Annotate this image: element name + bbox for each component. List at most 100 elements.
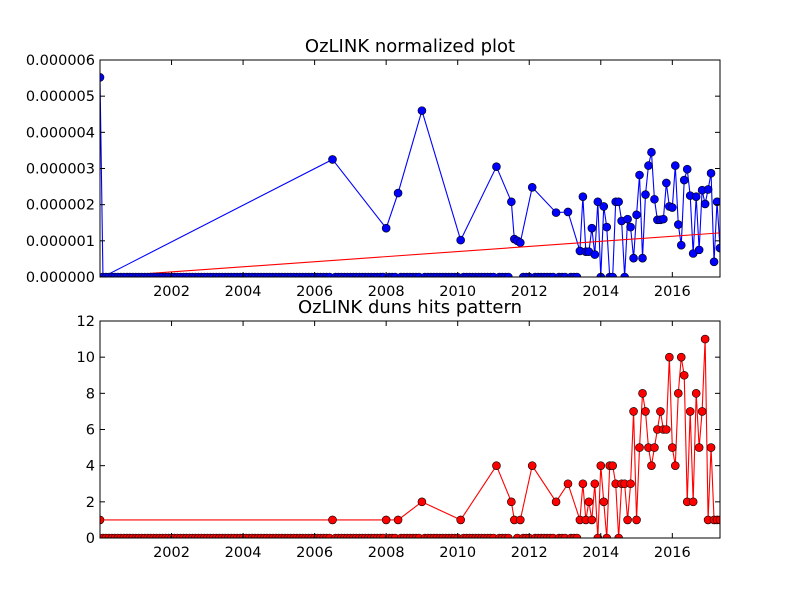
- y-tick-label: 0.000005: [26, 89, 95, 105]
- data-point: [593, 197, 603, 207]
- data-point: [587, 515, 597, 525]
- data-point: [393, 188, 403, 198]
- data-point: [515, 238, 525, 247]
- data-point: [100, 515, 105, 525]
- x-tick-label: 2008: [368, 284, 405, 300]
- data-point: [647, 461, 656, 470]
- data-point: [551, 497, 561, 507]
- data-point: [670, 161, 680, 170]
- data-point: [688, 497, 698, 507]
- data-point: [638, 389, 647, 398]
- data-point: [578, 479, 588, 489]
- x-tick-label: 2014: [582, 545, 619, 561]
- data-point: [650, 443, 659, 452]
- data-point: [456, 515, 465, 525]
- data-point: [527, 183, 537, 192]
- y-tick-label: 10: [77, 350, 95, 366]
- plot-area: [100, 334, 720, 538]
- data-point: [676, 240, 686, 250]
- data-point: [635, 443, 644, 452]
- data-point: [665, 352, 674, 362]
- data-point: [593, 533, 603, 538]
- data-point: [608, 272, 617, 277]
- data-point: [644, 161, 653, 170]
- series-line: [100, 77, 720, 277]
- data-point: [578, 192, 588, 202]
- data-point: [641, 407, 650, 416]
- data-point: [691, 389, 701, 398]
- data-point: [647, 147, 656, 157]
- data-point: [700, 334, 710, 344]
- data-point: [584, 497, 594, 507]
- chart-title: OzLINK duns hits pattern: [298, 297, 522, 318]
- data-point: [632, 515, 641, 525]
- y-tick-label: 4: [86, 459, 95, 475]
- x-tick-label: 2002: [153, 545, 190, 561]
- data-point: [623, 214, 632, 224]
- y-tick-label: 6: [86, 423, 95, 439]
- data-point: [626, 479, 635, 489]
- data-point: [620, 272, 629, 277]
- data-point: [599, 202, 609, 211]
- data-point: [507, 497, 516, 507]
- data-point: [614, 197, 623, 207]
- data-point: [381, 223, 391, 233]
- x-tick-label: 2008: [368, 545, 405, 561]
- x-tick-label: 2016: [654, 545, 691, 561]
- data-point: [572, 533, 582, 538]
- data-point: [706, 443, 716, 452]
- data-point: [641, 190, 650, 199]
- data-point: [662, 425, 671, 434]
- data-point: [527, 461, 537, 470]
- x-tick-label: 2014: [582, 284, 619, 300]
- data-point: [676, 352, 686, 362]
- data-point: [662, 178, 671, 188]
- data-point: [623, 515, 632, 525]
- x-tick-label: 2002: [153, 284, 190, 300]
- y-tick-label: 0.000001: [26, 234, 95, 250]
- data-point: [504, 533, 513, 538]
- data-point: [668, 443, 677, 452]
- chart-title: OzLINK normalized plot: [305, 36, 515, 57]
- y-tick-label: 0.000006: [26, 53, 95, 69]
- data-point: [393, 515, 403, 525]
- data-point: [679, 370, 689, 380]
- y-tick-label: 8: [86, 386, 95, 402]
- data-point: [456, 235, 465, 245]
- data-point: [712, 197, 720, 207]
- x-tick-label: 2004: [225, 284, 262, 300]
- data-point: [638, 253, 647, 263]
- data-point: [602, 222, 612, 232]
- data-point: [417, 106, 427, 115]
- data-point: [590, 250, 600, 259]
- data-point: [551, 208, 561, 217]
- data-point: [715, 243, 720, 253]
- data-point: [629, 407, 638, 416]
- data-point: [670, 461, 680, 470]
- y-tick-label: 0: [86, 531, 95, 547]
- data-point: [614, 533, 623, 538]
- data-point: [328, 515, 337, 525]
- data-point: [626, 222, 635, 232]
- data-point: [632, 210, 641, 220]
- y-tick-label: 2: [86, 495, 95, 511]
- data-point: [417, 497, 427, 507]
- data-point: [694, 245, 704, 255]
- data-point: [381, 515, 391, 525]
- series-line: [100, 339, 720, 538]
- data-point: [703, 185, 713, 194]
- data-point: [706, 168, 716, 178]
- x-tick-label: 2012: [511, 545, 548, 561]
- data-point: [650, 194, 659, 204]
- x-tick-label: 2006: [296, 545, 333, 561]
- data-point: [608, 461, 617, 470]
- data-point: [635, 170, 644, 180]
- x-tick-label: 2004: [225, 545, 262, 561]
- data-point: [682, 164, 692, 174]
- x-tick-label: 2006: [296, 284, 333, 300]
- data-point: [700, 199, 710, 209]
- y-tick-label: 0.000004: [26, 125, 95, 141]
- data-point: [563, 479, 573, 489]
- data-point: [100, 73, 105, 82]
- x-tick-label: 2010: [439, 545, 476, 561]
